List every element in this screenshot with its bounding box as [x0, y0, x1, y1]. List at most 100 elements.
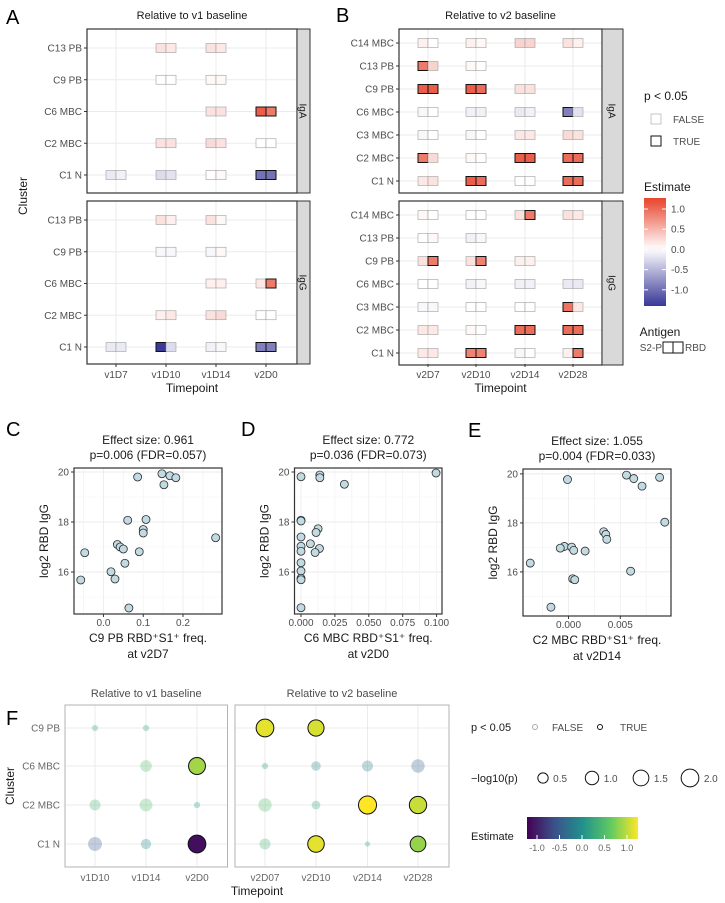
tile-pair	[205, 215, 227, 225]
data-point	[431, 468, 441, 478]
tile-rbd	[524, 256, 536, 266]
data-point	[138, 528, 148, 538]
facet-strip	[296, 28, 311, 194]
tile-rbd	[475, 233, 487, 243]
legend-antigen-left-box	[662, 341, 674, 354]
data-point	[409, 835, 427, 853]
tile-s2p	[417, 233, 429, 243]
colorbar-tick-label: 0.5	[598, 843, 611, 853]
tile-s2p	[417, 256, 429, 266]
legend-p-title: p < 0.05	[644, 89, 688, 103]
facet-title: Relative to v1 baseline	[91, 688, 202, 700]
tile-s2p	[205, 74, 217, 85]
cluster-label: C2 MBC	[44, 311, 82, 322]
panel-border	[73, 467, 223, 615]
data-point	[311, 800, 321, 810]
cluster-label: C9 PB	[53, 247, 82, 258]
tile-rbd	[524, 107, 536, 117]
data-point	[408, 795, 428, 815]
tile-s2p	[514, 210, 526, 220]
tile-s2p	[105, 342, 117, 352]
tile-pair	[205, 74, 227, 85]
tile-rbd	[215, 310, 227, 321]
tile-s2p	[465, 233, 477, 243]
tile-rbd	[524, 176, 536, 186]
tile-pair	[465, 325, 487, 335]
data-point	[134, 547, 144, 557]
tile-pair	[514, 210, 536, 220]
tile-pair	[205, 170, 227, 180]
tile-rbd	[215, 215, 227, 225]
tile-s2p	[465, 279, 477, 289]
tile-pair	[514, 84, 536, 94]
tile-s2p	[465, 210, 477, 220]
scatter-title: p=0.006 (FDR=0.057)	[90, 448, 207, 462]
tile-pair	[465, 130, 487, 140]
data-point	[140, 760, 152, 772]
tile-pair	[205, 278, 227, 289]
tile-s2p	[417, 38, 429, 48]
x-tick-label: 0.005	[608, 620, 633, 631]
tile-pair	[465, 176, 487, 186]
tile-pair	[155, 170, 177, 180]
cluster-label: C1 N	[371, 349, 394, 360]
tile-rbd	[572, 130, 584, 140]
tile-rbd	[165, 74, 177, 85]
panel-label-E: E	[468, 420, 481, 442]
cluster-label: C1 N	[37, 840, 60, 851]
x-tick-label: 0.075	[390, 618, 415, 629]
data-point	[187, 834, 207, 854]
data-point	[563, 475, 572, 484]
colorbar-tick-label: 1.0	[621, 843, 634, 853]
tile-pair	[155, 215, 177, 225]
timepoint-label: v2D7	[416, 370, 440, 381]
tile-s2p	[155, 170, 167, 180]
tile-pair	[514, 153, 536, 163]
panel-border	[64, 704, 228, 868]
tile-rbd	[427, 107, 439, 117]
tile-s2p	[514, 279, 526, 289]
data-point	[525, 558, 535, 568]
tile-pair	[155, 246, 177, 257]
legend-size-label: 1.5	[654, 774, 668, 785]
tile-pair	[155, 74, 177, 85]
tile-pair	[514, 302, 536, 312]
tile-pair	[417, 302, 439, 312]
tile-pair	[465, 107, 487, 117]
tile-s2p	[205, 246, 217, 257]
tile-s2p	[417, 176, 429, 186]
tile-s2p	[465, 325, 477, 335]
tile-s2p	[417, 84, 429, 94]
data-point	[188, 757, 206, 775]
legend-true-label: TRUE	[673, 137, 701, 148]
tile-rbd	[165, 215, 177, 225]
tile-rbd	[165, 246, 177, 257]
y-tick-label: 20	[58, 468, 70, 479]
tile-pair	[465, 38, 487, 48]
legend-true-swatch	[650, 135, 662, 147]
x-tick-label: 0.000	[556, 620, 581, 631]
data-point	[296, 472, 306, 482]
panel-title: Relative to v1 baseline	[137, 10, 248, 22]
tile-s2p	[514, 256, 526, 266]
data-point	[637, 481, 647, 491]
tile-s2p	[417, 153, 429, 163]
tile-pair	[514, 325, 536, 335]
legend-true-label: TRUE	[620, 723, 648, 734]
tile-rbd	[265, 138, 277, 149]
tile-rbd	[215, 74, 227, 85]
timepoint-label: v2D0	[254, 370, 278, 381]
tile-rbd	[475, 279, 487, 289]
tile-rbd	[427, 38, 439, 48]
tile-s2p	[417, 325, 429, 335]
tile-rbd	[475, 84, 487, 94]
data-point	[296, 546, 306, 556]
tile-rbd	[572, 153, 584, 163]
data-point	[118, 544, 128, 554]
tile-s2p	[417, 348, 429, 358]
heatmap-panel-A: Relative to v1 baseline C13 PB C9 PB C6 MBC…	[16, 10, 311, 395]
tile-pair	[205, 106, 227, 117]
tile-rbd	[475, 302, 487, 312]
cluster-label: C6 MBC	[356, 280, 394, 291]
tile-s2p	[465, 61, 477, 71]
